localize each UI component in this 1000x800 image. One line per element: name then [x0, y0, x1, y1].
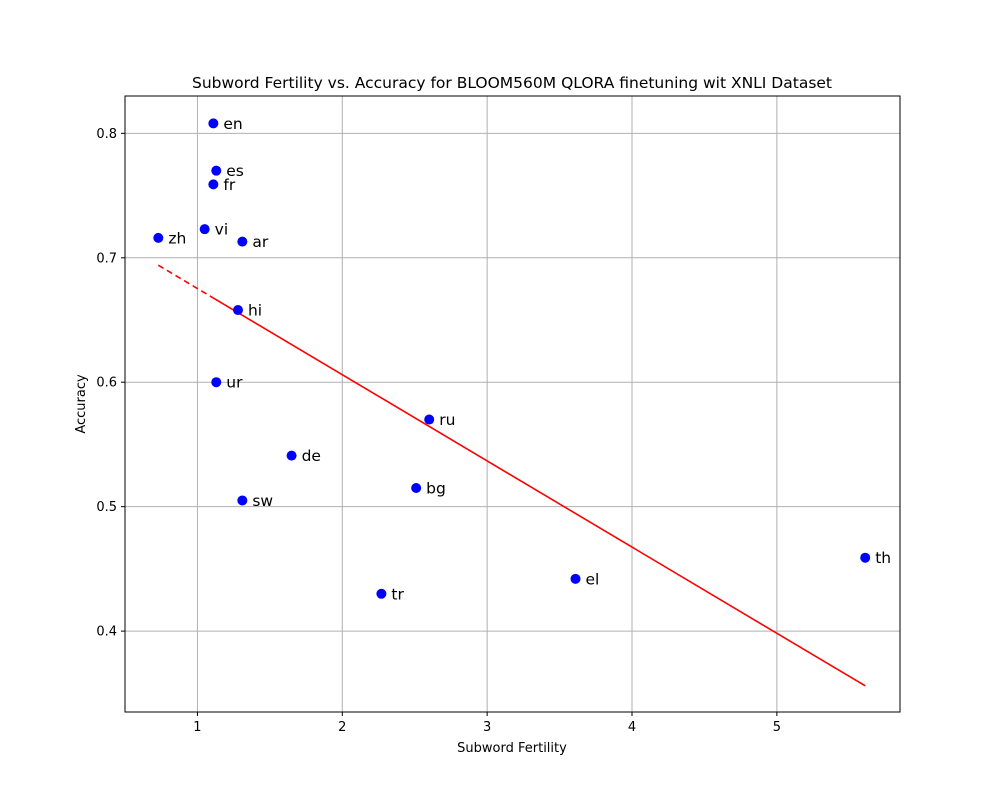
point-label-de: de — [302, 447, 321, 465]
x-tick-label: 4 — [628, 720, 636, 735]
data-point-tr — [376, 588, 387, 599]
x-axis-ticks: 1 2 3 4 5 — [193, 712, 781, 735]
data-point-el — [570, 573, 581, 584]
plot-frame — [124, 95, 901, 713]
data-point-bg — [411, 483, 422, 493]
point-label-sw: sw — [252, 492, 273, 510]
point-label-ur: ur — [226, 374, 243, 392]
x-tick-label: 2 — [338, 720, 346, 735]
data-point-es — [211, 165, 222, 176]
x-axis-label: Subword Fertility — [457, 741, 567, 756]
data-point-sw — [237, 495, 248, 506]
y-tick-label: 0.5 — [96, 500, 117, 515]
x-tick-label: 3 — [483, 720, 491, 735]
y-tick-label: 0.4 — [96, 625, 117, 640]
data-point-ru — [424, 414, 435, 425]
point-label-zh: zh — [168, 229, 186, 247]
y-tick-label: 0.6 — [96, 376, 117, 391]
data-point-en — [208, 118, 219, 129]
data-point-th — [860, 552, 871, 563]
y-axis-ticks: 0.4 0.5 0.6 0.7 0.8 — [96, 127, 125, 640]
point-label-el: el — [586, 570, 600, 588]
point-label-es: es — [226, 162, 244, 180]
trend-line-dashed — [157, 264, 216, 300]
point-label-vi: vi — [215, 221, 228, 239]
point-label-ru: ru — [439, 411, 455, 429]
point-label-tr: tr — [391, 585, 404, 603]
data-point-de — [286, 450, 297, 461]
y-tick-label: 0.8 — [96, 127, 117, 142]
data-point-ur — [211, 377, 222, 388]
y-axis-label: Accuracy — [74, 374, 89, 434]
data-point-zh — [153, 232, 164, 243]
point-label-ar: ar — [252, 233, 268, 251]
point-label-en: en — [223, 115, 242, 133]
point-label-hi: hi — [248, 302, 262, 320]
trend-line-group — [157, 264, 866, 687]
point-label-fr: fr — [223, 176, 235, 194]
data-point-vi — [199, 224, 210, 235]
data-point-ar — [237, 236, 248, 247]
x-tick-label: 1 — [193, 720, 201, 735]
chart-title: Subword Fertility vs. Accuracy for BLOOM… — [192, 74, 832, 92]
point-label-th: th — [875, 549, 891, 567]
grid-lines — [125, 96, 900, 712]
y-tick-label: 0.7 — [96, 251, 117, 266]
point-label-bg: bg — [426, 480, 446, 498]
x-tick-label: 5 — [773, 720, 781, 735]
trend-line — [214, 298, 866, 687]
data-point-fr — [208, 179, 219, 190]
data-point-hi — [232, 305, 243, 316]
